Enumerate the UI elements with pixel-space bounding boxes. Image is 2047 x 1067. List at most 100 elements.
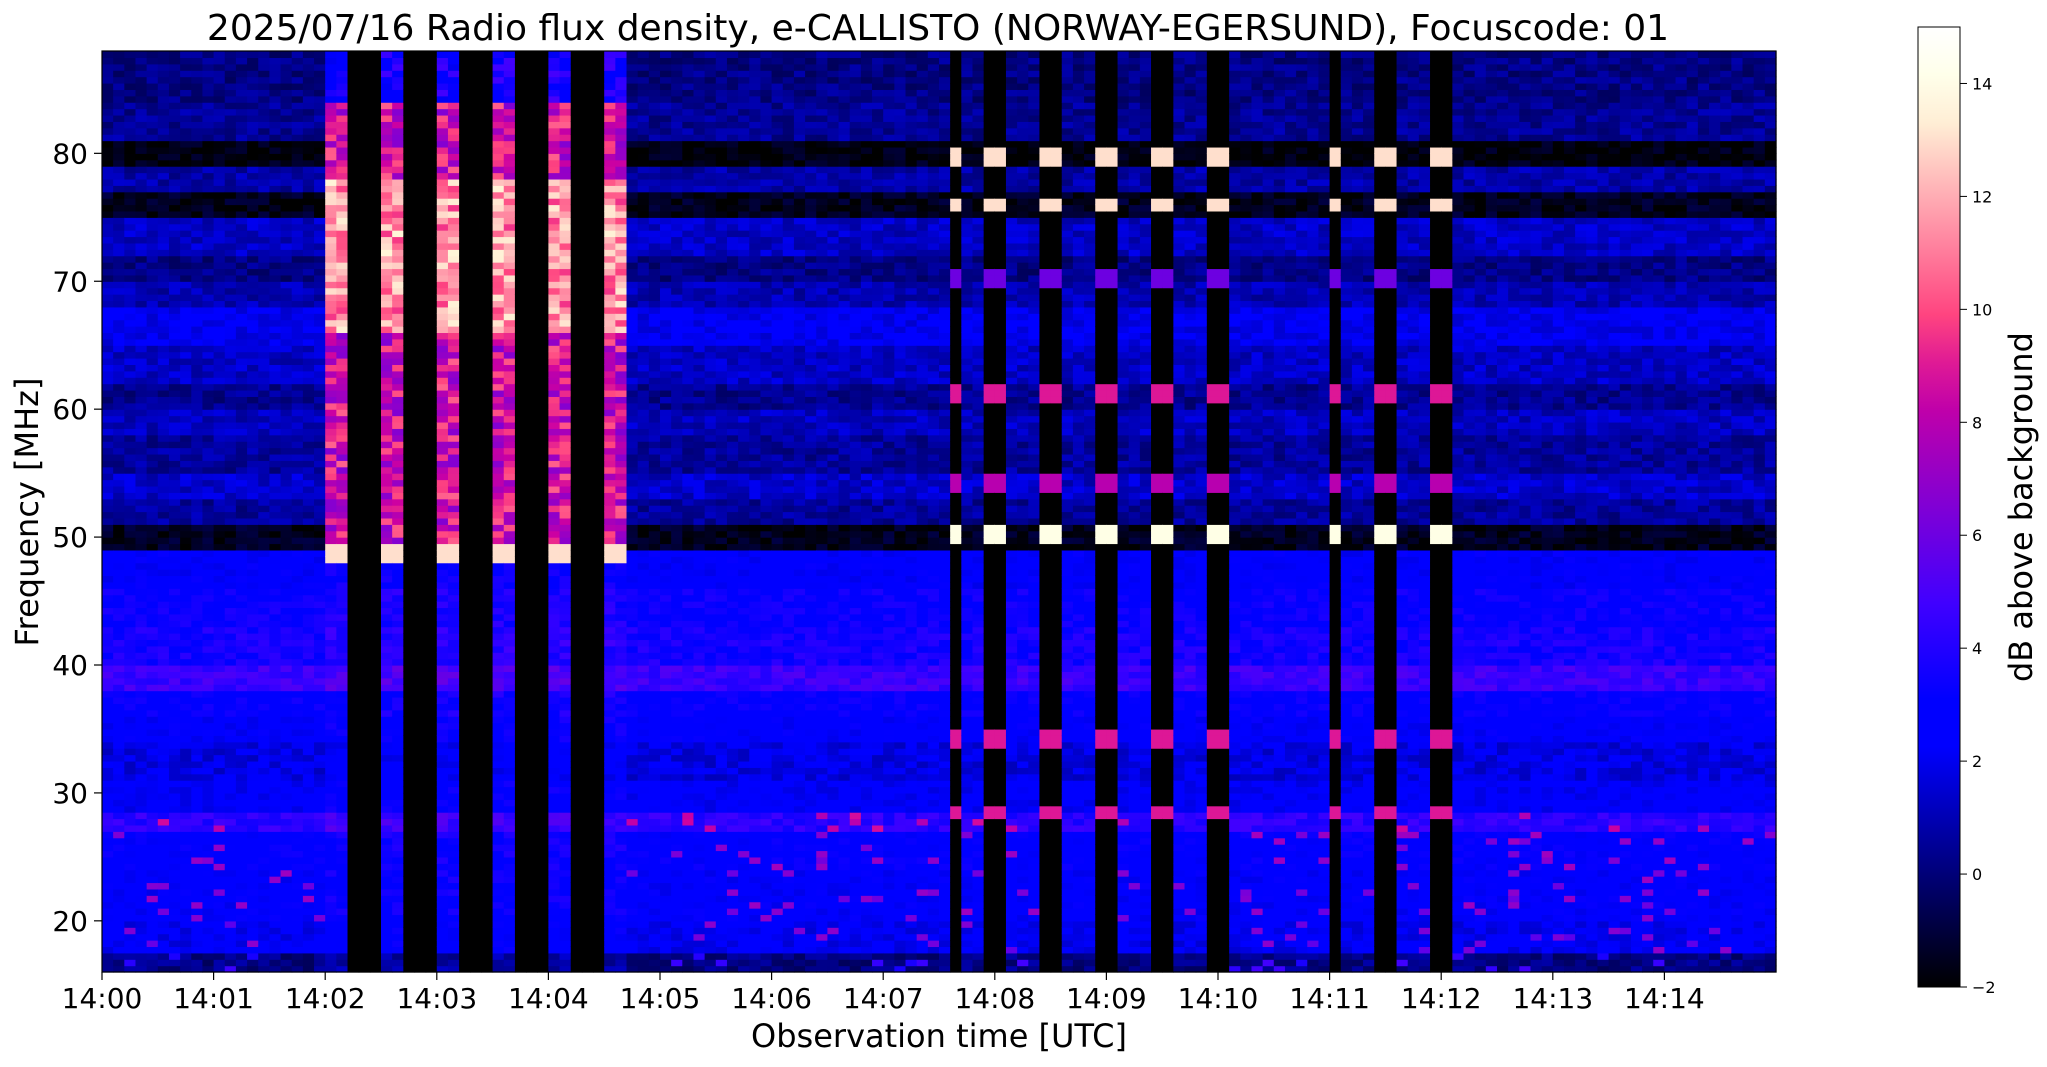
heatmap-cell <box>392 639 404 647</box>
heatmap-cell <box>459 690 471 698</box>
heatmap-cell <box>135 665 148 672</box>
heatmap-cell <box>414 639 427 647</box>
heatmap-cell <box>224 850 237 858</box>
heatmap-cell <box>459 844 471 852</box>
heatmap-cell <box>291 402 304 410</box>
heatmap-cell <box>381 735 393 743</box>
heatmap-cell <box>347 748 360 756</box>
heatmap-cell <box>470 217 483 225</box>
heatmap-cell <box>191 844 204 852</box>
heatmap-cell <box>269 581 282 589</box>
heatmap-cell <box>113 671 125 679</box>
heatmap-cell <box>459 613 471 621</box>
heatmap-cell <box>247 89 259 97</box>
heatmap-cell <box>202 198 215 206</box>
heatmap-cell <box>102 70 114 78</box>
heatmap-cell <box>124 82 137 90</box>
heatmap-cell <box>291 364 304 372</box>
heatmap-cell <box>302 146 315 154</box>
heatmap-cell <box>202 364 215 372</box>
heatmap-cell <box>470 268 483 276</box>
heatmap-cell <box>381 460 393 468</box>
heatmap-cell <box>157 172 170 180</box>
heatmap-cell <box>314 434 326 442</box>
heatmap-cell <box>325 639 337 647</box>
heatmap-cell <box>459 537 471 545</box>
heatmap-cell <box>481 863 494 871</box>
heatmap-cell <box>280 895 293 903</box>
heatmap-cell <box>157 89 170 97</box>
heatmap-cell <box>325 844 337 852</box>
heatmap-cell <box>258 543 270 551</box>
heatmap-cell <box>280 460 293 468</box>
heatmap-cell <box>213 396 226 404</box>
heatmap-cell <box>113 262 125 270</box>
heatmap-cell <box>302 805 315 813</box>
heatmap-cell <box>291 607 304 615</box>
heatmap-cell <box>224 428 237 436</box>
heatmap-cell <box>157 281 170 289</box>
heatmap-cell <box>180 236 192 244</box>
heatmap-cell <box>314 242 326 250</box>
heatmap-cell <box>358 453 371 461</box>
heatmap-cell <box>347 652 360 660</box>
heatmap-cell <box>392 102 404 110</box>
heatmap-cell <box>102 485 114 493</box>
heatmap-cell <box>168 262 181 270</box>
heatmap-cell <box>358 741 371 749</box>
heatmap-cell <box>224 927 237 935</box>
heatmap-cell <box>213 306 226 314</box>
heatmap-cell <box>403 914 416 922</box>
heatmap-cell <box>180 140 192 148</box>
heatmap-cell <box>180 741 192 749</box>
heatmap-cell <box>102 172 114 180</box>
heatmap-cell <box>235 127 248 135</box>
heatmap-cell <box>113 786 125 794</box>
heatmap-cell <box>325 159 337 167</box>
heatmap-cell <box>358 665 371 672</box>
heatmap-cell <box>180 888 192 896</box>
heatmap-cell <box>135 901 148 909</box>
heatmap-cell <box>168 703 181 711</box>
heatmap-cell <box>392 856 404 864</box>
heatmap-cell <box>157 882 170 890</box>
heatmap-cell <box>168 370 181 378</box>
heatmap-cell <box>168 396 181 404</box>
heatmap-cell <box>470 89 483 97</box>
heatmap-cell <box>102 249 114 257</box>
heatmap-cell <box>213 965 226 973</box>
heatmap-cell <box>102 709 114 717</box>
heatmap-cell <box>213 773 226 781</box>
heatmap-cell <box>247 82 259 90</box>
heatmap-cell <box>481 812 494 820</box>
heatmap-cell <box>191 287 204 295</box>
heatmap-cell <box>157 364 170 372</box>
heatmap-cell <box>180 306 192 314</box>
heatmap-cell <box>135 313 148 321</box>
heatmap-cell <box>157 274 170 282</box>
heatmap-cell <box>414 952 427 960</box>
heatmap-cell <box>447 837 460 845</box>
heatmap-cell <box>392 57 404 65</box>
heatmap-cell <box>358 178 371 186</box>
heatmap-cell <box>358 658 371 666</box>
heatmap-cell <box>392 581 404 589</box>
heatmap-cell <box>124 95 137 103</box>
heatmap-cell <box>247 447 259 455</box>
heatmap-cell <box>102 728 114 736</box>
heatmap-cell <box>381 326 393 334</box>
heatmap-cell <box>347 626 360 634</box>
heatmap-cell <box>414 153 427 161</box>
heatmap-cell <box>470 741 483 749</box>
heatmap-cell <box>447 492 460 500</box>
heatmap-cell <box>191 933 204 941</box>
heatmap-cell <box>191 358 204 365</box>
heatmap-cell <box>113 102 125 110</box>
heatmap-cell <box>470 914 483 922</box>
heatmap-cell <box>224 421 237 429</box>
heatmap-cell <box>392 748 404 756</box>
heatmap-cell <box>135 63 148 71</box>
heatmap-cell <box>180 812 192 820</box>
heatmap-cell <box>180 696 192 704</box>
heatmap-cell <box>403 869 416 877</box>
